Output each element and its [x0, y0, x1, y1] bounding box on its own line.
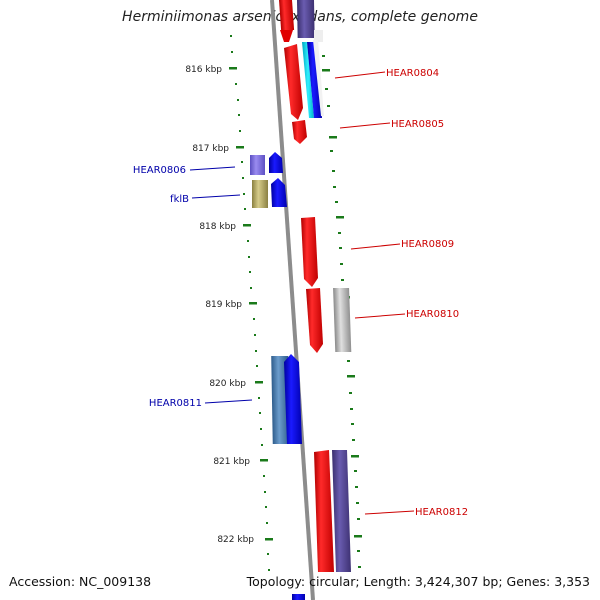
- kbp-label: 821 kbp: [213, 457, 250, 467]
- gene-feature: [271, 178, 287, 207]
- gene-label[interactable]: HEAR0806: [133, 165, 186, 176]
- kbp-label: 820 kbp: [209, 379, 246, 389]
- kbp-label: 819 kbp: [205, 300, 242, 310]
- gene-label[interactable]: HEAR0804: [386, 68, 439, 79]
- label-leader-lines: [189, 71, 415, 515]
- gene-feature: [269, 152, 283, 173]
- gene-feature: [292, 594, 305, 600]
- gene-feature: [280, 30, 293, 42]
- gene-feature: [314, 30, 323, 42]
- kbp-label: 818 kbp: [199, 222, 236, 232]
- gene-feature: [250, 155, 265, 175]
- gene-feature: [292, 120, 307, 144]
- gene-feature: [284, 44, 303, 120]
- kbp-label: 816 kbp: [185, 65, 222, 75]
- gene-feature: [302, 42, 314, 118]
- kbp-label: 817 kbp: [192, 144, 229, 154]
- gene-feature: [284, 354, 302, 444]
- gene-feature: [252, 180, 268, 208]
- left-major-ticks: [229, 67, 273, 541]
- gene-labels: HEAR0804 HEAR0805 HEAR0806 fklB HEAR0809…: [133, 68, 468, 518]
- genome-backbone: [270, 0, 315, 600]
- gene-label[interactable]: HEAR0812: [415, 507, 468, 518]
- gene-features: [250, 0, 352, 600]
- right-dotted-track: [320, 38, 361, 568]
- gene-label[interactable]: HEAR0805: [391, 119, 444, 130]
- gene-feature: [333, 288, 352, 352]
- gene-feature: [314, 450, 334, 572]
- gene-feature: [332, 450, 351, 572]
- left-dotted-track: [230, 35, 270, 571]
- gene-label[interactable]: fklB: [170, 194, 189, 205]
- gene-feature: [279, 0, 295, 30]
- topology-text: Topology: circular; Length: 3,424,307 bp…: [246, 574, 590, 589]
- gene-feature: [307, 42, 322, 118]
- gene-feature: [313, 40, 324, 116]
- kbp-labels: 816 kbp 817 kbp 818 kbp 819 kbp 820 kbp …: [185, 65, 254, 545]
- gene-label[interactable]: HEAR0810: [406, 309, 459, 320]
- kbp-label: 822 kbp: [217, 535, 254, 545]
- gene-label[interactable]: HEAR0811: [149, 398, 202, 409]
- gene-feature: [301, 217, 318, 287]
- gene-label[interactable]: HEAR0809: [401, 239, 454, 250]
- gene-feature: [297, 0, 315, 38]
- accession-text: Accession: NC_009138: [9, 574, 152, 589]
- gene-feature: [306, 288, 323, 353]
